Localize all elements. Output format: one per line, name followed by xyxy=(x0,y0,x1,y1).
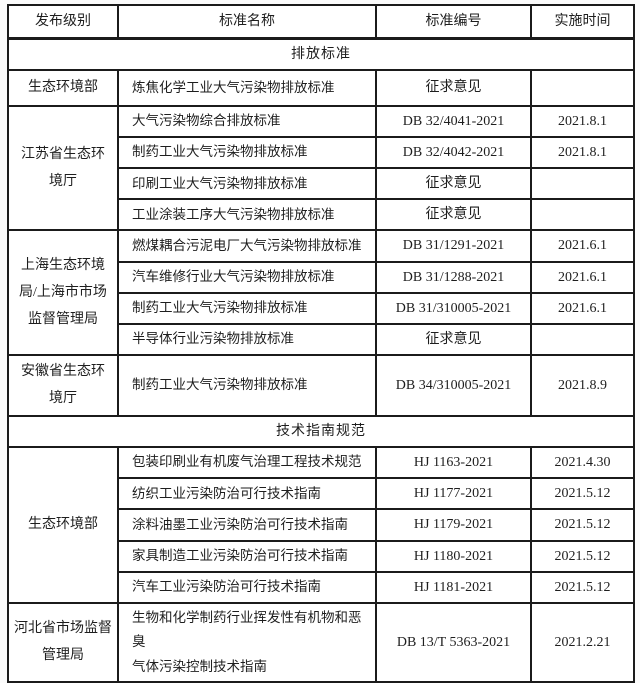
standard-name-cell: 工业涂装工序大气污染物排放标准 xyxy=(117,198,377,232)
date-cell: 2021.6.1 xyxy=(530,229,635,263)
date-cell: 2021.6.1 xyxy=(530,291,635,326)
org-cell: 生态环境部 xyxy=(7,68,119,107)
standard-code-cell: 征求意见 xyxy=(375,322,532,357)
date-cell: 2021.6.1 xyxy=(530,260,635,294)
standard-name-cell: 制药工业大气污染物排放标准 xyxy=(117,354,377,417)
date-cell: 2021.8.1 xyxy=(530,135,635,170)
section-title-emission: 排放标准 xyxy=(7,37,635,71)
standard-name-cell: 印刷工业大气污染物排放标准 xyxy=(117,167,377,201)
section-title-guideline: 技术指南规范 xyxy=(7,414,635,448)
table-row: 江苏省生态环 境厅 大气污染物综合排放标准 DB 32/4041-2021 20… xyxy=(7,104,635,232)
header-standard-code: 标准编号 xyxy=(375,4,532,40)
section-row: 排放标准 xyxy=(7,37,635,71)
header-standard-name: 标准名称 xyxy=(117,4,377,40)
table-row: 汽车工业污染防治可行技术指南 HJ 1181-2021 2021.5.12 xyxy=(8,570,635,604)
org-cell: 江苏省生态环 境厅 xyxy=(7,104,119,232)
standard-name-cell: 纺织工业污染防治可行技术指南 xyxy=(117,477,377,511)
table-row: 生态环境部 炼焦化学工业大气污染物排放标准 征求意见 xyxy=(7,68,635,107)
date-cell xyxy=(530,167,635,201)
table-row: 工业涂装工序大气污染物排放标准 征求意见 xyxy=(8,198,635,232)
date-cell xyxy=(530,68,635,107)
date-cell: 2021.4.30 xyxy=(530,445,635,480)
standard-code-cell: HJ 1181-2021 xyxy=(375,570,532,604)
standard-code-cell: DB 31/310005-2021 xyxy=(375,291,532,326)
date-cell: 2021.5.12 xyxy=(530,477,635,511)
date-cell: 2021.8.1 xyxy=(530,104,635,138)
standard-code-cell: 征求意见 xyxy=(375,167,532,201)
table-row: 涂料油墨工业污染防治可行技术指南 HJ 1179-2021 2021.5.12 xyxy=(8,508,635,542)
standard-code-cell: DB 32/4041-2021 xyxy=(375,104,532,138)
table-row: 制药工业大气污染物排放标准 DB 31/310005-2021 2021.6.1 xyxy=(8,291,635,326)
date-cell: 2021.5.12 xyxy=(530,539,635,573)
table-row: 家具制造工业污染防治可行技术指南 HJ 1180-2021 2021.5.12 xyxy=(8,539,635,573)
standard-code-cell: DB 32/4042-2021 xyxy=(375,135,532,170)
standard-code-cell: 征求意见 xyxy=(375,68,532,107)
standard-code-cell: HJ 1179-2021 xyxy=(375,508,532,542)
standard-code-cell: HJ 1163-2021 xyxy=(375,445,532,480)
date-cell: 2021.5.12 xyxy=(530,508,635,542)
table-row: 上海生态环境 局/上海市市场 监督管理局 燃煤耦合污泥电厂大气污染物排放标准 D… xyxy=(7,229,635,357)
date-cell: 2021.5.12 xyxy=(530,570,635,604)
standards-table: 发布级别 标准名称 标准编号 实施时间 排放标准 生态环境部 炼焦化学工业大气污… xyxy=(7,4,635,683)
standard-name-cell: 汽车维修行业大气污染物排放标准 xyxy=(117,260,377,294)
standard-code-cell: HJ 1177-2021 xyxy=(375,477,532,511)
standard-code-cell: 征求意见 xyxy=(375,198,532,232)
standard-name-cell: 炼焦化学工业大气污染物排放标准 xyxy=(117,68,377,107)
standard-name-cell: 制药工业大气污染物排放标准 xyxy=(117,291,377,326)
table-row: 安徽省生态环 境厅 制药工业大气污染物排放标准 DB 34/310005-202… xyxy=(7,354,635,417)
table-row: 印刷工业大气污染物排放标准 征求意见 xyxy=(8,167,635,201)
table-row: 纺织工业污染防治可行技术指南 HJ 1177-2021 2021.5.12 xyxy=(8,477,635,511)
standard-name-cell: 燃煤耦合污泥电厂大气污染物排放标准 xyxy=(117,229,377,263)
standard-name-cell: 大气污染物综合排放标准 xyxy=(117,104,377,138)
table-row: 生态环境部 包装印刷业有机废气治理工程技术规范 HJ 1163-2021 202… xyxy=(7,445,635,604)
section-row: 技术指南规范 xyxy=(7,414,635,448)
table-row: 制药工业大气污染物排放标准 DB 32/4042-2021 2021.8.1 xyxy=(8,135,635,170)
standard-code-cell: DB 34/310005-2021 xyxy=(375,354,532,417)
date-cell: 2021.8.9 xyxy=(530,354,635,417)
date-cell xyxy=(530,198,635,232)
org-cell: 上海生态环境 局/上海市市场 监督管理局 xyxy=(7,229,119,357)
standard-name-cell: 半导体行业污染物排放标准 xyxy=(117,322,377,357)
standard-name-cell: 涂料油墨工业污染防治可行技术指南 xyxy=(117,508,377,542)
standard-name-cell: 家具制造工业污染防治可行技术指南 xyxy=(117,539,377,573)
standard-name-cell: 包装印刷业有机废气治理工程技术规范 xyxy=(117,445,377,480)
standard-code-cell: DB 31/1288-2021 xyxy=(375,260,532,294)
table-row: 汽车维修行业大气污染物排放标准 DB 31/1288-2021 2021.6.1 xyxy=(8,260,635,294)
table-row: 半导体行业污染物排放标准 征求意见 xyxy=(8,322,635,357)
standard-code-cell: DB 31/1291-2021 xyxy=(375,229,532,263)
date-cell xyxy=(530,322,635,357)
standard-code-cell: HJ 1180-2021 xyxy=(375,539,532,573)
org-cell: 安徽省生态环 境厅 xyxy=(7,354,119,417)
standard-name-cell: 制药工业大气污染物排放标准 xyxy=(117,135,377,170)
header-release-level: 发布级别 xyxy=(7,4,119,40)
header-implementation-date: 实施时间 xyxy=(530,4,635,40)
standard-name-cell: 汽车工业污染防治可行技术指南 xyxy=(117,570,377,604)
org-cell: 生态环境部 xyxy=(7,445,119,604)
header-row: 发布级别 标准名称 标准编号 实施时间 xyxy=(7,4,635,40)
